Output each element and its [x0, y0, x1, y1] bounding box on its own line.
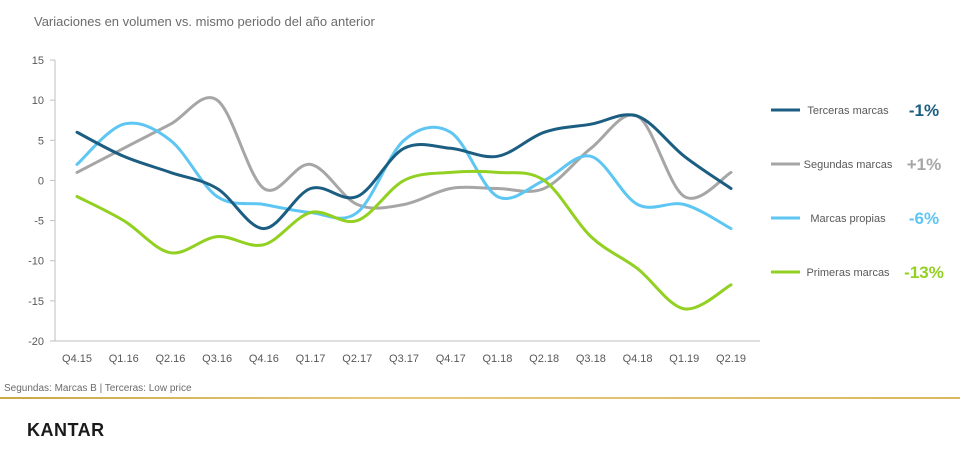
- y-tick-label: 0: [38, 175, 44, 187]
- legend-label: Segundas marcas: [804, 159, 893, 171]
- legend-label: Marcas propias: [810, 213, 886, 225]
- x-tick-label: Q1.19: [669, 353, 699, 365]
- x-tick-label: Q4.16: [249, 353, 279, 365]
- x-tick-label: Q1.17: [296, 353, 326, 365]
- line-chart: 15 10 5 0 -5 -10 -15 -20 Q4.15 Q1.16 Q2.16 Q3.16 Q4…: [28, 55, 944, 365]
- footnote: Segundas: Marcas B | Terceras: Low price: [4, 383, 192, 394]
- legend-summary-value: -1%: [909, 101, 939, 120]
- x-tick-label: Q3.16: [202, 353, 232, 365]
- legend-summary-value: -6%: [909, 209, 939, 228]
- x-tick-label: Q4.17: [436, 353, 466, 365]
- x-tick-label: Q3.18: [576, 353, 606, 365]
- y-tick-label: 5: [38, 135, 44, 147]
- y-tick-label: 15: [32, 55, 44, 67]
- x-tick-label: Q3.17: [389, 353, 419, 365]
- y-tick-label: 10: [32, 95, 44, 107]
- x-tick-label: Q2.16: [155, 353, 185, 365]
- divider-line: [0, 397, 960, 399]
- legend-label: Primeras marcas: [806, 267, 890, 279]
- series-line-terceras-marcas: [75, 113, 733, 231]
- x-tick-label: Q4.15: [62, 353, 92, 365]
- y-tick-label: -15: [28, 296, 44, 308]
- y-tick-label: -10: [28, 256, 44, 268]
- x-tick-label: Q2.18: [529, 353, 559, 365]
- kantar-logo: KANTAR: [27, 420, 105, 440]
- x-tick-label: Q2.17: [342, 353, 372, 365]
- legend-summary-value: +1%: [907, 155, 942, 174]
- legend-summary-value: -13%: [904, 263, 944, 282]
- y-tick-label: -5: [34, 216, 44, 228]
- chart-title: Variaciones en volumen vs. mismo periodo…: [34, 14, 375, 29]
- series-line-primeras-marcas: [75, 169, 733, 311]
- y-tick-label: -20: [28, 336, 44, 348]
- legend-label: Terceras marcas: [807, 105, 889, 117]
- x-tick-label: Q1.16: [109, 353, 139, 365]
- series-line-marcas-propias: [75, 121, 733, 231]
- x-tick-label: Q1.18: [482, 353, 512, 365]
- x-tick-label: Q4.18: [623, 353, 653, 365]
- x-tick-label: Q2.19: [716, 353, 746, 365]
